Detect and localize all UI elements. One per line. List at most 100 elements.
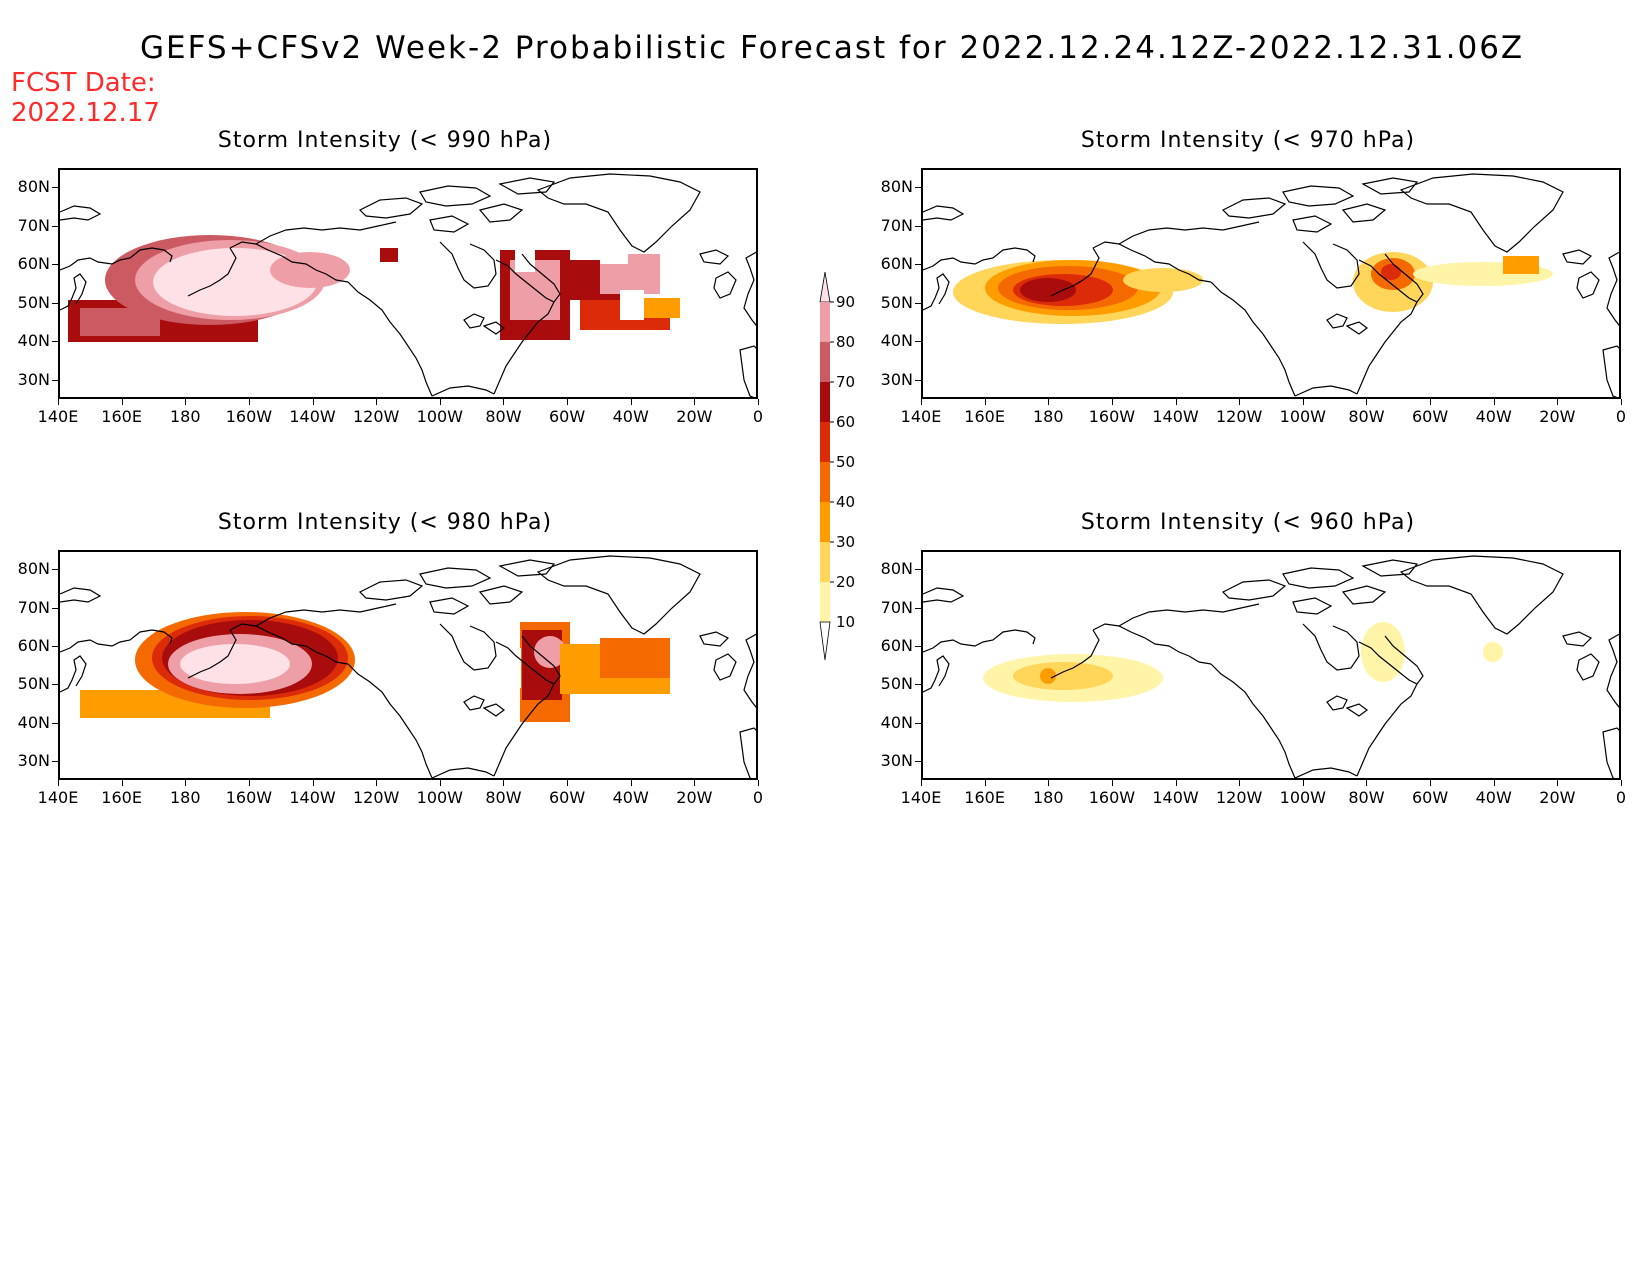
lon-label: 120W: [1215, 788, 1263, 807]
coastline: [1326, 695, 1348, 711]
coastline: [743, 251, 756, 326]
lat-tick: [915, 607, 921, 609]
lat-label: 30N: [17, 750, 50, 770]
lon-label: 20W: [676, 788, 713, 807]
lon-label: 160E: [101, 407, 142, 426]
coastline: [498, 559, 556, 577]
coastline: [1345, 321, 1368, 335]
lon-label: 0: [1615, 788, 1627, 807]
lon-label: 40W: [612, 407, 649, 426]
lat-tick: [52, 341, 58, 343]
probability-contour: [600, 638, 670, 678]
coastline: [463, 313, 485, 329]
probability-field: [68, 235, 680, 342]
lat-label: 40N: [880, 331, 913, 351]
probability-contour: [1020, 278, 1076, 302]
lat-label: 80N: [880, 177, 913, 197]
map-canvas: [60, 173, 756, 397]
probability-contour: [1013, 662, 1113, 690]
lon-label: 120W: [352, 788, 400, 807]
lat-tick: [52, 722, 58, 724]
coastline: [1576, 653, 1600, 681]
coastline: [699, 631, 730, 647]
coastline: [713, 271, 737, 299]
coastline: [60, 629, 173, 653]
coastline: [495, 635, 561, 685]
coastline: [1092, 623, 1212, 665]
lon-tick: [1302, 780, 1304, 786]
lon-label: 0: [752, 407, 764, 426]
lat-tick: [915, 760, 921, 762]
lon-label: 80W: [485, 407, 522, 426]
lon-label: 0: [752, 788, 764, 807]
map-panel-990: [58, 168, 758, 399]
lon-tick: [312, 399, 314, 405]
coastline: [255, 603, 397, 627]
coastline: [1361, 559, 1419, 577]
lon-tick: [185, 780, 187, 786]
lat-label: 30N: [880, 750, 913, 770]
coastline: [1358, 635, 1424, 685]
colorbar-label: 80: [836, 333, 856, 351]
lat-tick: [915, 645, 921, 647]
probability-contour: [180, 644, 290, 684]
panel-title-970: Storm Intensity (< 970 hPa): [1080, 128, 1416, 153]
coastline: [1602, 727, 1619, 778]
lon-label: 20W: [676, 407, 713, 426]
lon-tick: [1366, 399, 1368, 405]
lon-label: 100W: [416, 407, 463, 426]
coastline: [60, 587, 102, 603]
lat-label: 80N: [17, 559, 50, 579]
lon-tick: [984, 399, 986, 405]
lat-label: 50N: [880, 292, 913, 312]
lat-tick: [52, 607, 58, 609]
colorbar-segment: [820, 422, 830, 462]
coastline: [60, 247, 173, 271]
coastline: [229, 241, 349, 283]
lon-label: 40W: [612, 788, 649, 807]
coastline: [60, 655, 87, 693]
panel-title-960: Storm Intensity (< 960 hPa): [1080, 510, 1416, 535]
lon-label: 60W: [548, 407, 586, 426]
lon-label: 80W: [1348, 788, 1385, 807]
coastline: [1302, 241, 1360, 289]
coastline: [419, 567, 492, 589]
coastline: [1210, 281, 1296, 397]
coastline: [431, 767, 495, 778]
coastline: [1294, 385, 1358, 397]
lon-tick: [1430, 399, 1432, 405]
colorbar-label: 20: [836, 573, 856, 591]
lon-label: 160E: [964, 788, 1005, 807]
map-canvas: [60, 555, 756, 778]
coastline: [187, 247, 237, 297]
coastline: [358, 579, 424, 601]
lat-tick: [52, 264, 58, 266]
coastline: [1050, 247, 1100, 297]
lat-label: 50N: [17, 292, 50, 312]
colorbar-label: 50: [836, 453, 856, 471]
probability-contour: [640, 298, 680, 318]
lon-tick: [694, 780, 696, 786]
coastline: [1282, 567, 1355, 589]
coastline: [923, 629, 1036, 653]
lon-tick: [58, 780, 59, 786]
colorbar-label: 30: [836, 533, 856, 551]
lon-label: 160E: [964, 407, 1005, 426]
lon-label: 160W: [225, 407, 273, 426]
lon-tick: [1048, 780, 1050, 786]
coastline: [1602, 345, 1619, 397]
map-panel-960: [921, 550, 1621, 780]
coastline: [713, 653, 737, 681]
coastline: [429, 597, 470, 615]
lon-tick: [185, 399, 187, 405]
lon-label: 100W: [416, 788, 463, 807]
coastline: [1050, 629, 1100, 679]
coastlines: [923, 173, 1619, 397]
lon-tick: [630, 399, 632, 405]
lon-label: 180: [1032, 407, 1064, 426]
lat-tick: [52, 302, 58, 304]
lon-tick: [694, 399, 696, 405]
lon-label: 0: [1615, 407, 1627, 426]
probability-contour: [1381, 264, 1401, 280]
coastline: [923, 205, 965, 221]
